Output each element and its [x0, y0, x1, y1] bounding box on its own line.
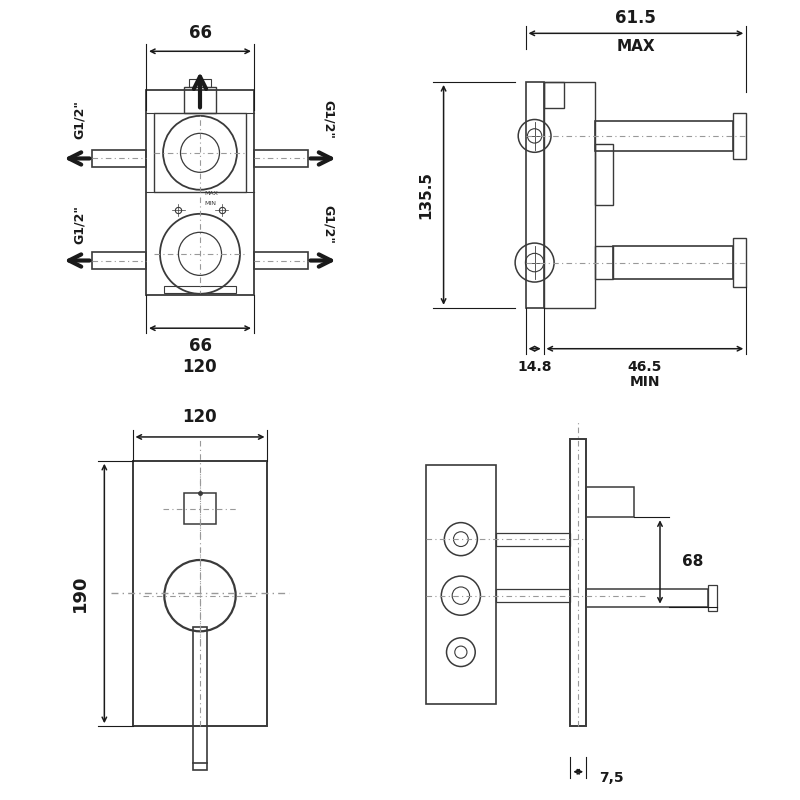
Text: G1/2": G1/2" — [322, 101, 334, 139]
Text: 120: 120 — [182, 358, 218, 376]
Text: 14.8: 14.8 — [518, 360, 552, 374]
Text: 66: 66 — [189, 337, 211, 355]
Text: 68: 68 — [682, 554, 703, 570]
Text: 61.5: 61.5 — [615, 9, 656, 27]
Text: 135.5: 135.5 — [418, 171, 433, 219]
Text: 66: 66 — [189, 24, 211, 42]
Text: G1/2": G1/2" — [73, 101, 86, 139]
Text: G1/2": G1/2" — [73, 205, 86, 243]
Text: MAX: MAX — [204, 191, 218, 196]
Text: MIN: MIN — [204, 201, 216, 206]
Text: MAX: MAX — [617, 38, 655, 54]
Text: MIN: MIN — [630, 375, 660, 389]
Text: 7,5: 7,5 — [599, 771, 624, 786]
Text: G1/2": G1/2" — [322, 205, 334, 243]
Text: 46.5: 46.5 — [628, 360, 662, 374]
Text: 120: 120 — [182, 408, 218, 426]
Text: 190: 190 — [71, 574, 90, 612]
